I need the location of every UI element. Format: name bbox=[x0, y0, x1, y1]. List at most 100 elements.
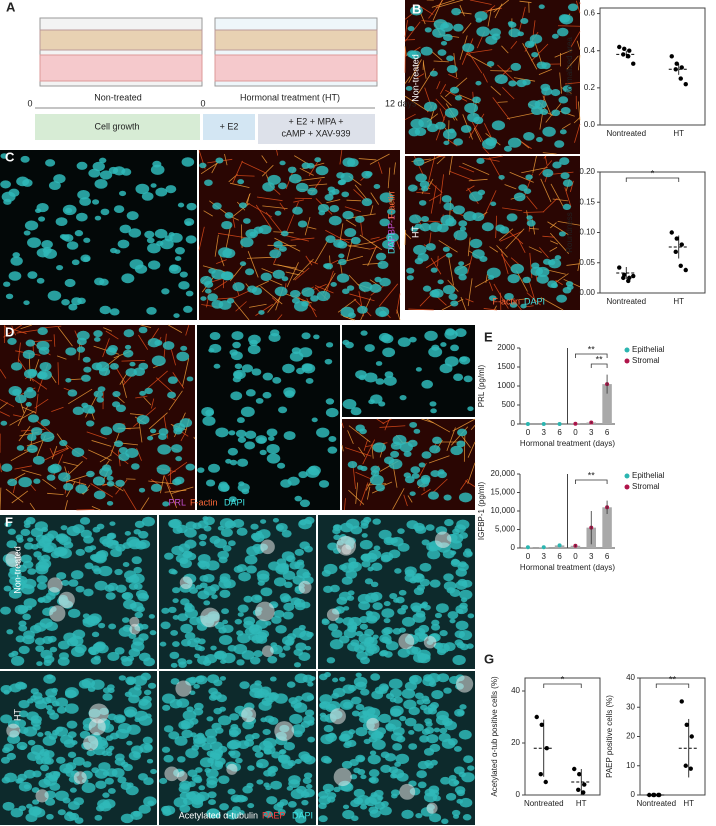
nucleus bbox=[76, 337, 87, 346]
nucleus bbox=[25, 339, 36, 347]
condition: Cell growth bbox=[94, 121, 139, 131]
cilia-patch bbox=[423, 635, 437, 649]
nucleus bbox=[134, 520, 145, 529]
fiber bbox=[501, 45, 509, 54]
nucleus bbox=[63, 632, 77, 643]
nucleus bbox=[45, 688, 58, 698]
nucleus bbox=[551, 33, 559, 39]
nucleus bbox=[195, 675, 205, 683]
stain-label: F-actin bbox=[386, 191, 396, 219]
fiber bbox=[286, 214, 295, 232]
nucleus bbox=[236, 659, 245, 666]
nucleus bbox=[36, 277, 45, 284]
nucleus bbox=[150, 483, 162, 492]
nucleus bbox=[299, 519, 307, 526]
nucleus bbox=[195, 767, 203, 773]
nucleus bbox=[419, 222, 431, 232]
fiber bbox=[540, 297, 564, 311]
nucleus bbox=[463, 755, 474, 764]
nucleus bbox=[235, 429, 247, 438]
point bbox=[679, 65, 684, 70]
x-tick-label: HT bbox=[683, 799, 694, 808]
nucleus bbox=[60, 525, 68, 531]
nucleus bbox=[134, 717, 141, 723]
fiber bbox=[146, 370, 168, 390]
nucleus bbox=[228, 726, 242, 736]
nucleus bbox=[115, 479, 125, 487]
fiber bbox=[105, 330, 119, 340]
nucleus bbox=[320, 734, 334, 745]
nucleus bbox=[413, 157, 425, 167]
nucleus bbox=[342, 339, 350, 346]
nucleus bbox=[443, 140, 450, 146]
nucleus bbox=[252, 745, 262, 753]
nucleus bbox=[308, 466, 317, 472]
fiber bbox=[21, 469, 42, 476]
nucleus bbox=[390, 441, 402, 450]
fiber bbox=[489, 246, 499, 253]
nucleus bbox=[508, 80, 517, 87]
nucleus bbox=[427, 491, 439, 500]
nucleus bbox=[278, 245, 287, 252]
nucleus bbox=[367, 566, 374, 572]
nucleus bbox=[264, 715, 275, 723]
nucleus bbox=[513, 192, 526, 202]
nucleus bbox=[437, 223, 449, 233]
nucleus bbox=[27, 414, 39, 423]
nucleus bbox=[169, 651, 180, 660]
fiber bbox=[502, 87, 515, 100]
nucleus bbox=[198, 785, 206, 791]
nucleus bbox=[83, 366, 92, 373]
nucleus bbox=[444, 356, 459, 367]
nucleus bbox=[348, 684, 357, 692]
fiber bbox=[440, 95, 452, 106]
nucleus bbox=[60, 734, 74, 745]
fiber bbox=[500, 248, 509, 275]
nucleus bbox=[288, 173, 302, 184]
nucleus bbox=[0, 714, 13, 724]
nucleus bbox=[155, 187, 168, 197]
fiber bbox=[138, 334, 149, 350]
nucleus bbox=[99, 305, 111, 315]
nucleus bbox=[71, 297, 82, 306]
nucleus bbox=[443, 642, 456, 652]
nucleus bbox=[45, 159, 56, 167]
fiber bbox=[203, 210, 213, 217]
fiber bbox=[224, 153, 228, 166]
fiber bbox=[488, 7, 500, 12]
nucleus bbox=[208, 268, 216, 274]
nucleus bbox=[359, 623, 368, 630]
nucleus bbox=[294, 548, 305, 556]
nucleus bbox=[75, 484, 88, 494]
nucleus bbox=[294, 758, 302, 764]
nucleus bbox=[262, 372, 274, 381]
nucleus bbox=[133, 367, 146, 376]
x-tick-label: 0 bbox=[526, 552, 531, 561]
nucleus bbox=[27, 433, 37, 442]
nucleus bbox=[451, 7, 462, 16]
nucleus bbox=[53, 174, 66, 184]
fiber bbox=[468, 178, 488, 182]
nucleus bbox=[256, 779, 264, 785]
fiber bbox=[344, 206, 362, 213]
x-tick-label: Nontreated bbox=[606, 297, 646, 306]
nucleus bbox=[206, 776, 219, 785]
nucleus bbox=[361, 560, 371, 568]
nucleus bbox=[311, 417, 318, 423]
micrograph bbox=[341, 418, 476, 511]
nucleus bbox=[43, 533, 55, 542]
nucleus bbox=[146, 306, 157, 315]
nucleus bbox=[463, 211, 477, 222]
nucleus bbox=[71, 447, 85, 458]
nucleus bbox=[405, 85, 413, 91]
nucleus bbox=[305, 784, 313, 789]
nucleus bbox=[175, 456, 183, 462]
nucleus bbox=[329, 204, 340, 213]
nucleus bbox=[542, 126, 556, 137]
fiber bbox=[202, 265, 228, 274]
nucleus bbox=[401, 688, 416, 699]
nucleus bbox=[440, 342, 447, 347]
nucleus bbox=[467, 112, 480, 123]
nucleus bbox=[369, 750, 377, 756]
condition: + E2 bbox=[220, 121, 239, 131]
